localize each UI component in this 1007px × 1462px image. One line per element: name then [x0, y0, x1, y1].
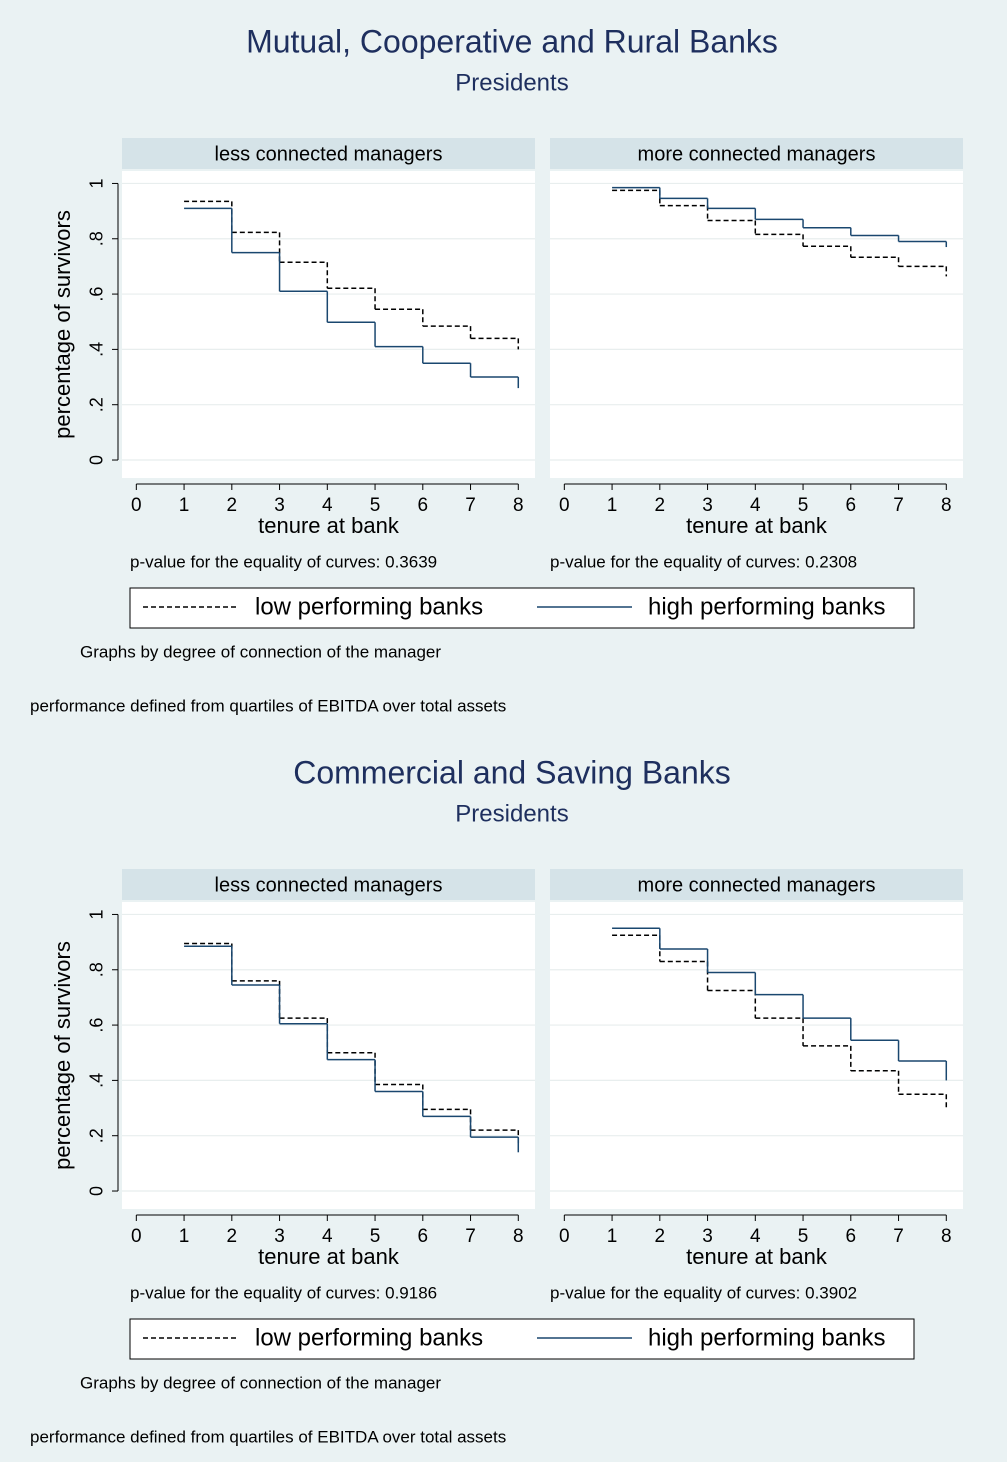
- x-tick-label: 0: [131, 495, 142, 516]
- y-tick-label: 1: [87, 178, 107, 188]
- x-tick-label: 8: [941, 1226, 952, 1247]
- legend-box: [129, 1318, 915, 1360]
- legend-label: high performing banks: [648, 593, 885, 620]
- y-axis-label: percentage of survivors: [50, 941, 75, 1170]
- y-tick-label: 0: [87, 455, 107, 465]
- x-tick-label: 2: [655, 1226, 666, 1247]
- y-tick-label: .6: [87, 287, 107, 302]
- x-tick-label: 1: [179, 495, 190, 516]
- x-tick-label: 2: [227, 495, 238, 516]
- x-axis-label: tenure at bank: [258, 513, 400, 538]
- x-tick-label: 2: [227, 1226, 238, 1247]
- x-tick-label: 5: [798, 1226, 809, 1247]
- x-tick-label: 4: [322, 495, 333, 516]
- x-tick-label: 6: [846, 1226, 857, 1247]
- y-tick-label: .8: [87, 231, 107, 246]
- y-tick-label: .6: [87, 1018, 107, 1033]
- x-tick-label: 0: [559, 495, 570, 516]
- figure-title: Mutual, Cooperative and Rural Banks: [246, 23, 778, 59]
- by-note: Graphs by degree of connection of the ma…: [80, 642, 441, 661]
- y-tick-label: 1: [87, 909, 107, 919]
- y-tick-label: .2: [87, 1128, 107, 1143]
- plot-area: [550, 171, 963, 478]
- figure-subtitle: Presidents: [455, 69, 568, 96]
- p-value-note: p-value for the equality of curves: 0.23…: [550, 552, 857, 571]
- plot-area: [550, 902, 963, 1209]
- x-tick-label: 1: [179, 1226, 190, 1247]
- x-tick-label: 3: [702, 1226, 713, 1247]
- panel-title: less connected managers: [215, 143, 443, 165]
- x-tick-label: 1: [607, 495, 618, 516]
- x-axis-label: tenure at bank: [686, 513, 828, 538]
- legend-label: low performing banks: [255, 1324, 483, 1351]
- plot-area: [122, 902, 535, 1209]
- panel-title: less connected managers: [215, 874, 443, 896]
- figure-title: Commercial and Saving Banks: [293, 754, 731, 790]
- x-tick-label: 7: [465, 1226, 476, 1247]
- x-tick-label: 6: [418, 1226, 429, 1247]
- x-axis-label: tenure at bank: [258, 1244, 400, 1269]
- legend-label: low performing banks: [255, 593, 483, 620]
- legend-box: [129, 587, 915, 629]
- y-axis-label: percentage of survivors: [50, 210, 75, 439]
- x-tick-label: 7: [465, 495, 476, 516]
- x-tick-label: 6: [418, 495, 429, 516]
- y-tick-label: .4: [87, 342, 107, 357]
- y-tick-label: .4: [87, 1073, 107, 1088]
- p-value-note: p-value for the equality of curves: 0.36…: [130, 552, 437, 571]
- y-tick-label: .2: [87, 397, 107, 412]
- x-tick-label: 2: [655, 495, 666, 516]
- x-tick-label: 3: [702, 495, 713, 516]
- panel-title: more connected managers: [638, 874, 876, 896]
- x-tick-label: 7: [893, 495, 904, 516]
- figure-subtitle: Presidents: [455, 800, 568, 827]
- panel-header: [550, 138, 963, 169]
- x-tick-label: 6: [846, 495, 857, 516]
- panel-header: [550, 869, 963, 900]
- x-tick-label: 4: [750, 1226, 761, 1247]
- footnote: performance defined from quartiles of EB…: [30, 696, 506, 715]
- x-tick-label: 1: [607, 1226, 618, 1247]
- x-tick-label: 8: [941, 495, 952, 516]
- x-tick-label: 4: [750, 495, 761, 516]
- x-tick-label: 3: [274, 495, 285, 516]
- y-tick-label: 0: [87, 1186, 107, 1196]
- p-value-note: p-value for the equality of curves: 0.91…: [130, 1283, 437, 1302]
- panel-header: [122, 138, 535, 169]
- panel-header: [122, 869, 535, 900]
- panel-title: more connected managers: [638, 143, 876, 165]
- legend-label: high performing banks: [648, 1324, 885, 1351]
- x-tick-label: 5: [370, 1226, 381, 1247]
- x-tick-label: 5: [370, 495, 381, 516]
- x-axis-label: tenure at bank: [686, 1244, 828, 1269]
- footnote: performance defined from quartiles of EB…: [30, 1427, 506, 1446]
- x-tick-label: 7: [893, 1226, 904, 1247]
- x-tick-label: 0: [131, 1226, 142, 1247]
- y-tick-label: .8: [87, 962, 107, 977]
- p-value-note: p-value for the equality of curves: 0.39…: [550, 1283, 857, 1302]
- x-tick-label: 0: [559, 1226, 570, 1247]
- x-tick-label: 8: [513, 1226, 524, 1247]
- x-tick-label: 4: [322, 1226, 333, 1247]
- by-note: Graphs by degree of connection of the ma…: [80, 1373, 441, 1392]
- x-tick-label: 5: [798, 495, 809, 516]
- x-tick-label: 3: [274, 1226, 285, 1247]
- plot-area: [122, 171, 535, 478]
- x-tick-label: 8: [513, 495, 524, 516]
